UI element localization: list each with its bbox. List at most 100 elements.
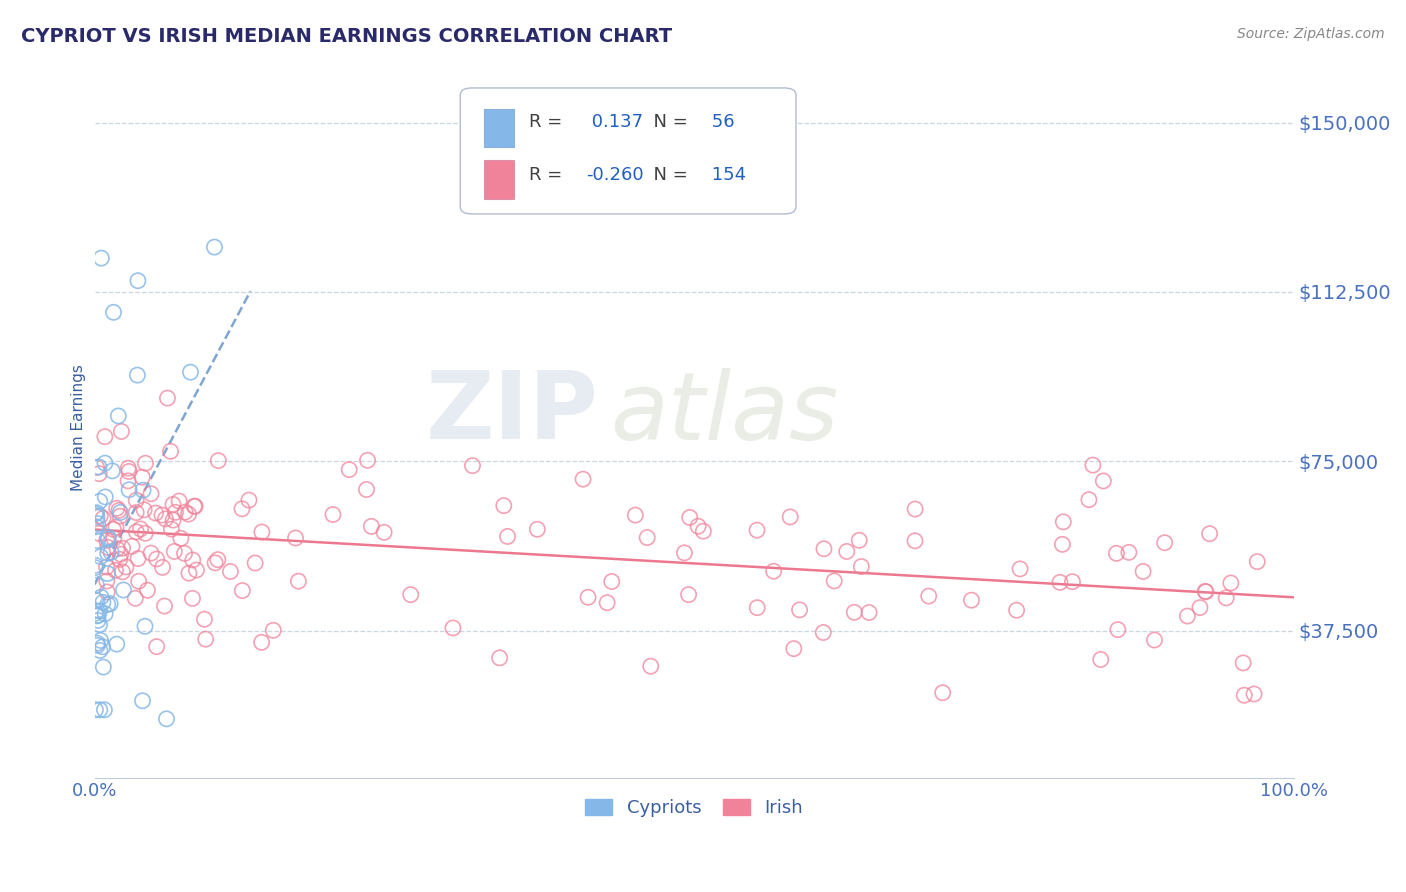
Point <box>193 612 215 626</box>
Legend: Cypriots, Irish: Cypriots, Irish <box>578 792 810 824</box>
Point <box>181 591 204 606</box>
Point <box>250 524 273 539</box>
Point <box>125 493 148 508</box>
Point <box>134 619 156 633</box>
Point <box>105 637 128 651</box>
Point <box>115 560 138 574</box>
Point <box>94 490 117 504</box>
Point <box>103 523 125 537</box>
Point <box>1010 562 1032 576</box>
Point <box>110 547 132 561</box>
Point <box>105 501 128 516</box>
Point <box>640 659 662 673</box>
Point <box>526 522 548 536</box>
Point <box>1153 535 1175 549</box>
Point <box>97 598 120 612</box>
Point <box>89 494 111 508</box>
Point <box>145 640 167 654</box>
Point <box>1081 458 1104 472</box>
Point <box>125 506 148 520</box>
Point <box>1215 591 1237 605</box>
Point <box>87 460 110 475</box>
Point <box>160 522 183 536</box>
Point <box>87 614 110 628</box>
Point <box>103 532 125 546</box>
Text: R =: R = <box>529 112 568 130</box>
Point <box>91 640 114 654</box>
Text: Source: ZipAtlas.com: Source: ZipAtlas.com <box>1237 27 1385 41</box>
Point <box>851 559 873 574</box>
Point <box>596 596 619 610</box>
Point <box>219 565 242 579</box>
Point <box>858 606 880 620</box>
Point <box>97 546 120 560</box>
Point <box>96 560 118 574</box>
Point <box>105 541 128 556</box>
Point <box>101 464 124 478</box>
Point <box>813 541 835 556</box>
Point <box>156 391 179 405</box>
Point <box>1233 688 1256 702</box>
Point <box>1052 537 1074 551</box>
Point <box>679 510 702 524</box>
Point <box>97 530 120 544</box>
Point <box>93 703 115 717</box>
Point <box>127 551 149 566</box>
Point <box>110 425 132 439</box>
Point <box>284 531 307 545</box>
Point <box>90 633 112 648</box>
Point <box>108 552 131 566</box>
Point <box>1107 623 1129 637</box>
Point <box>167 494 190 508</box>
Point <box>150 508 173 522</box>
Point <box>165 505 187 519</box>
Text: atlas: atlas <box>610 368 838 459</box>
Point <box>174 505 197 519</box>
Point <box>813 625 835 640</box>
Point <box>90 251 112 265</box>
Point <box>127 274 149 288</box>
Point <box>262 624 284 638</box>
Point <box>745 523 768 537</box>
Point <box>89 643 111 657</box>
Point <box>100 545 122 559</box>
Point <box>89 604 111 618</box>
Point <box>1219 576 1241 591</box>
Point <box>173 546 195 560</box>
Point <box>356 483 378 497</box>
Point <box>1118 545 1140 559</box>
Point <box>373 525 395 540</box>
Point <box>576 591 599 605</box>
Point <box>134 526 156 541</box>
Point <box>762 564 785 578</box>
Point <box>177 507 200 521</box>
Text: 56: 56 <box>706 112 735 130</box>
Point <box>823 574 845 588</box>
Y-axis label: Median Earnings: Median Earnings <box>72 364 86 491</box>
Point <box>155 712 177 726</box>
Point <box>134 456 156 470</box>
Point <box>96 533 118 548</box>
Point <box>360 519 382 533</box>
Point <box>488 651 510 665</box>
Point <box>204 240 226 254</box>
Point <box>90 549 112 564</box>
Point <box>636 531 658 545</box>
Point <box>105 520 128 534</box>
Point <box>1177 609 1199 624</box>
Point <box>91 511 114 525</box>
Point <box>108 503 131 517</box>
Point <box>84 703 107 717</box>
Point <box>194 632 217 647</box>
Point <box>86 510 108 524</box>
Point <box>779 510 801 524</box>
Point <box>159 444 181 458</box>
Point <box>118 465 141 479</box>
FancyBboxPatch shape <box>460 88 796 214</box>
Point <box>904 502 927 516</box>
Point <box>162 513 184 527</box>
Text: ZIP: ZIP <box>425 368 598 459</box>
Point <box>112 582 135 597</box>
Point <box>89 703 111 717</box>
Point <box>163 544 186 558</box>
